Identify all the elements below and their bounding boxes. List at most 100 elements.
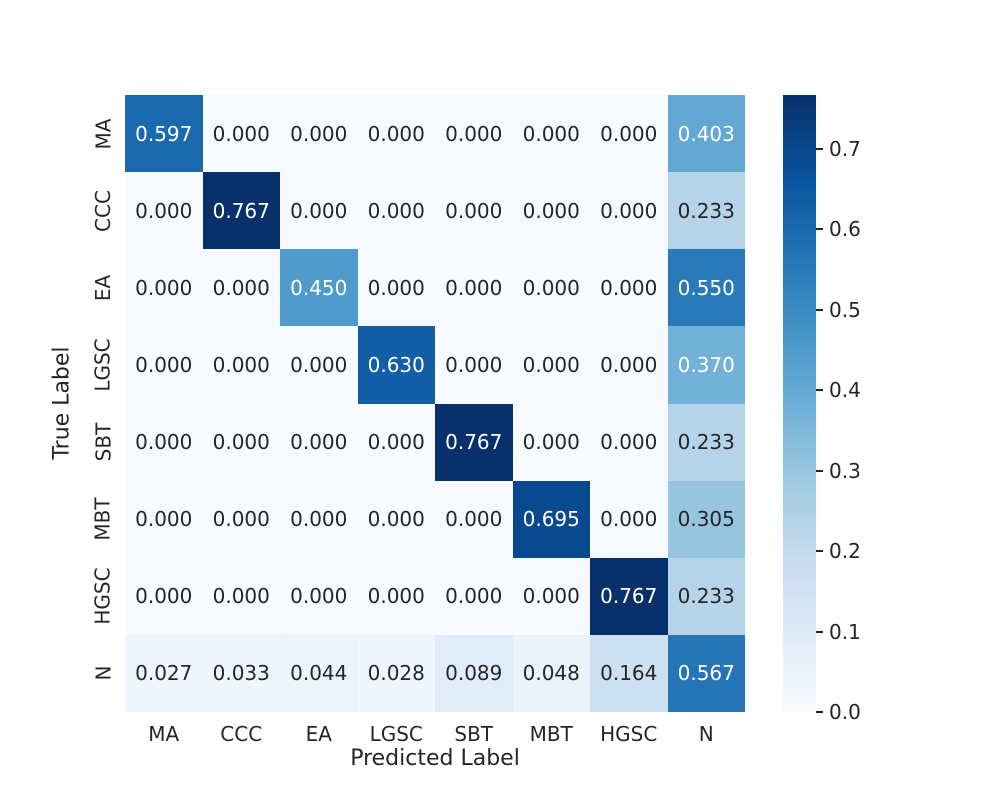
colorbar-tick-labels: 0.0 0.1 0.2 0.3 0.4 0.5 0.6 0.7 (816, 95, 886, 722)
x-tick-label-MA: MA (148, 722, 180, 746)
heatmap-cell-LGSC-N: 0.370 (667, 326, 745, 404)
heatmap-cell-CCC-HGSC: 0.000 (590, 172, 668, 250)
x-tick-label-N: N (698, 722, 714, 746)
colorbar-tick-0.4: 0.4 (816, 380, 861, 400)
heatmap-cell-MBT-LGSC: 0.000 (357, 480, 435, 558)
y-tick-label-SBT: SBT (84, 404, 122, 481)
colorbar-tick-value: 0.4 (829, 378, 861, 403)
heatmap-cell-SBT-HGSC: 0.000 (590, 403, 668, 481)
colorbar-tick-mark (816, 711, 823, 713)
heatmap-cell-CCC-MA: 0.000 (125, 172, 203, 250)
heatmap-cell-HGSC-LGSC: 0.000 (357, 557, 435, 635)
heatmap-cell-MA-MBT: 0.000 (512, 95, 590, 173)
heatmap-cell-N-CCC: 0.033 (202, 634, 280, 712)
heatmap-cell-EA-EA: 0.450 (280, 249, 358, 327)
heatmap-cell-CCC-N: 0.233 (667, 172, 745, 250)
colorbar-tick-mark (816, 308, 823, 311)
colorbar-tick-0.5: 0.5 (816, 300, 861, 320)
heatmap-cell-EA-N: 0.550 (667, 249, 745, 327)
heatmap-cell-MA-LGSC: 0.000 (357, 95, 435, 173)
y-tick-label-text: SBT (91, 422, 116, 462)
y-tick-label-text: MBT (91, 497, 116, 541)
x-tick-label-CCC: CCC (220, 722, 263, 746)
colorbar-tick-0.2: 0.2 (816, 541, 861, 561)
heatmap-cell-LGSC-EA: 0.000 (280, 326, 358, 404)
heatmap-cell-HGSC-MBT: 0.000 (512, 557, 590, 635)
heatmap-cell-HGSC-EA: 0.000 (280, 557, 358, 635)
heatmap-cell-EA-HGSC: 0.000 (590, 249, 668, 327)
heatmap-cell-N-SBT: 0.089 (435, 634, 513, 712)
heatmap-cell-SBT-MA: 0.000 (125, 403, 203, 481)
colorbar-tick-value: 0.5 (829, 297, 861, 322)
heatmap-cell-SBT-SBT: 0.767 (435, 403, 513, 481)
heatmap-cell-N-EA: 0.044 (280, 634, 358, 712)
colorbar-tick-mark (816, 550, 823, 553)
heatmap-cell-LGSC-SBT: 0.000 (435, 326, 513, 404)
colorbar-tick-value: 0.3 (829, 458, 861, 483)
heatmap-cell-MBT-SBT: 0.000 (435, 480, 513, 558)
y-tick-label-N: N (84, 635, 122, 712)
heatmap-cell-HGSC-HGSC: 0.767 (590, 557, 668, 635)
colorbar-tick-0.7: 0.7 (816, 139, 861, 159)
heatmap-cell-HGSC-N: 0.233 (667, 557, 745, 635)
y-axis-title: True Label (49, 346, 75, 460)
heatmap-cell-MA-N: 0.403 (667, 95, 745, 173)
y-tick-label-text: MA (91, 118, 115, 150)
colorbar-tick-value: 0.2 (829, 539, 861, 564)
heatmap-cell-MA-EA: 0.000 (280, 95, 358, 173)
colorbar-tick-0.0: 0.0 (816, 702, 861, 722)
x-axis-title: Predicted Label (350, 746, 520, 771)
heatmap-cell-SBT-N: 0.233 (667, 403, 745, 481)
heatmap-cell-SBT-CCC: 0.000 (202, 403, 280, 481)
y-tick-label-MA: MA (84, 95, 122, 172)
heatmap-cell-N-MBT: 0.048 (512, 634, 590, 712)
y-axis-tick-labels: MA CCC EA LGSC SBT MBT HGSC N (84, 95, 122, 712)
colorbar-tick-0.1: 0.1 (816, 622, 861, 642)
heatmap-cell-N-LGSC: 0.028 (357, 634, 435, 712)
colorbar-tick-value: 0.0 (829, 700, 861, 724)
heatmap-cell-MA-SBT: 0.000 (435, 95, 513, 173)
x-axis-tick-labels: MA CCC EA LGSC SBT MBT HGSC N (125, 722, 745, 746)
colorbar-tick-mark (816, 469, 823, 472)
heatmap-cell-N-HGSC: 0.164 (590, 634, 668, 712)
colorbar-gradient (783, 95, 816, 712)
y-tick-label-text: LGSC (91, 338, 115, 392)
heatmap-cell-CCC-CCC: 0.767 (202, 172, 280, 250)
heatmap-cell-CCC-LGSC: 0.000 (357, 172, 435, 250)
heatmap-cell-MBT-CCC: 0.000 (202, 480, 280, 558)
x-tick-label-SBT: SBT (454, 722, 494, 746)
y-tick-label-text: HGSC (91, 567, 116, 625)
heatmap-cell-EA-LGSC: 0.000 (357, 249, 435, 327)
heatmap-cell-EA-CCC: 0.000 (202, 249, 280, 327)
heatmap-cell-MA-HGSC: 0.000 (590, 95, 668, 173)
heatmap-cell-CCC-SBT: 0.000 (435, 172, 513, 250)
heatmap-cell-SBT-MBT: 0.000 (512, 403, 590, 481)
x-tick-label-EA: EA (305, 722, 332, 746)
heatmap-cell-HGSC-SBT: 0.000 (435, 557, 513, 635)
heatmap-cell-EA-SBT: 0.000 (435, 249, 513, 327)
y-tick-label-text: N (91, 665, 115, 681)
heatmap-grid: 0.597 0.000 0.000 0.000 0.000 0.000 0.000 0.403… (125, 95, 745, 712)
heatmap-cell-CCC-EA: 0.000 (280, 172, 358, 250)
colorbar-tick-0.3: 0.3 (816, 461, 861, 481)
heatmap-cell-MBT-HGSC: 0.000 (590, 480, 668, 558)
y-tick-label-HGSC: HGSC (84, 558, 122, 635)
y-tick-label-MBT: MBT (84, 481, 122, 558)
x-tick-label-LGSC: LGSC (369, 722, 423, 746)
colorbar-tick-value: 0.6 (829, 217, 861, 242)
y-tick-label-text: CCC (91, 189, 115, 232)
colorbar-tick-value: 0.1 (829, 619, 861, 644)
heatmap-cell-LGSC-MBT: 0.000 (512, 326, 590, 404)
y-tick-label-LGSC: LGSC (84, 326, 122, 403)
colorbar-tick-mark (816, 630, 823, 633)
y-tick-label-CCC: CCC (84, 172, 122, 249)
heatmap-cell-LGSC-HGSC: 0.000 (590, 326, 668, 404)
heatmap-cell-LGSC-MA: 0.000 (125, 326, 203, 404)
colorbar-tick-0.6: 0.6 (816, 219, 861, 239)
heatmap-cell-CCC-MBT: 0.000 (512, 172, 590, 250)
heatmap-cell-MBT-N: 0.305 (667, 480, 745, 558)
heatmap-cell-MBT-MBT: 0.695 (512, 480, 590, 558)
x-tick-label-MBT: MBT (529, 722, 573, 746)
heatmap-cell-MBT-MA: 0.000 (125, 480, 203, 558)
heatmap-cell-EA-MA: 0.000 (125, 249, 203, 327)
